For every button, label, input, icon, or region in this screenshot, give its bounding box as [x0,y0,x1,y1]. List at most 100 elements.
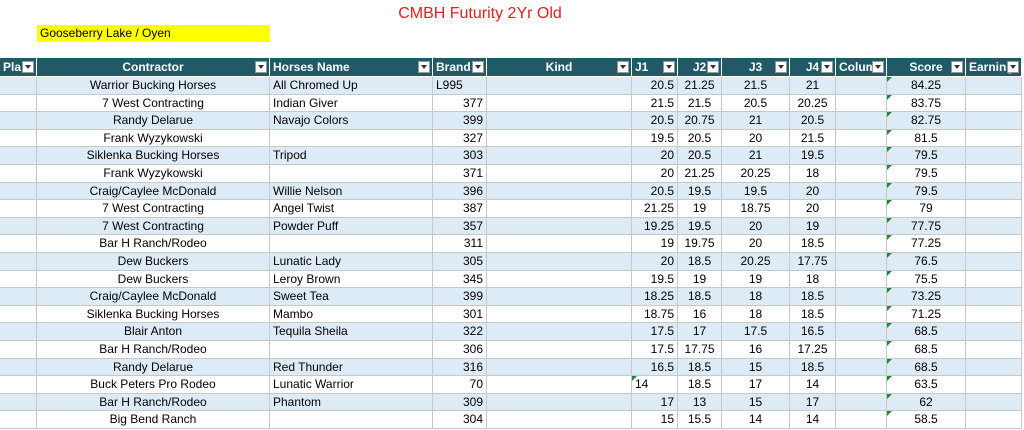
filter-button[interactable] [617,61,629,73]
cell-text: Big Bend Ranch [109,412,197,427]
cell [836,217,887,236]
cell-text: 327 [462,130,483,145]
cell: 73.25 [887,288,966,306]
cell-text: 58.5 [914,412,938,427]
cell-text: 20 [660,254,674,268]
cell-text: 79.5 [914,148,938,163]
cell: 71.25 [887,305,966,324]
cell: 20 [790,182,836,201]
cell-text: 15 [748,394,763,409]
cell-text: 20.5 [650,78,674,92]
cell-text: 17.75 [797,254,828,268]
filter-button[interactable] [821,61,833,73]
cell-text: 303 [462,148,483,163]
cell-text: Craig/Caylee McDonald [89,289,217,304]
filter-button[interactable] [418,61,430,73]
error-indicator [887,305,892,311]
cell: 371 [433,165,487,183]
cell-text: Randy Delarue [112,113,194,128]
cell: 18 [722,288,790,306]
cell [836,393,887,412]
error-indicator [887,411,892,417]
cell-text: 14 [748,412,763,427]
filter-button[interactable] [255,61,267,73]
filter-button[interactable] [1007,61,1019,73]
cell-text: 7 West Contracting [102,218,204,233]
cell-text: 16.5 [800,324,825,339]
cell: 7 West Contracting [37,217,270,236]
cell-text: 21.25 [684,78,715,92]
cell-text: 371 [462,166,483,180]
header-cell: Horses Name [270,58,433,77]
cell-text: J4 [805,60,820,74]
cell [966,235,1022,253]
cell: 20.25 [790,94,836,113]
cell-text: 83.75 [910,95,942,110]
cell-text: J2 [692,60,707,74]
cell: 20.25 [722,253,790,271]
cell: 19 [678,270,722,289]
error-indicator [887,253,892,258]
cell: 17.5 [632,341,678,359]
error-indicator [887,270,892,276]
cell-text: Pla [3,60,22,74]
cell [966,129,1022,148]
cell [487,94,632,113]
cell: Randy Delarue [37,358,270,377]
cell-text: 14 [805,377,820,392]
cell [836,200,887,218]
filter-button[interactable] [472,61,484,73]
cell [0,165,37,183]
cell: 20.5 [790,112,836,130]
cell-text: 7 West Contracting [102,201,204,216]
cell: 83.75 [887,94,966,113]
cell-text: 7 West Contracting [102,95,204,110]
cell-text: 305 [462,254,483,268]
cell [836,358,887,377]
cell: 17.5 [632,323,678,341]
cell: 18 [722,305,790,324]
filter-button[interactable] [663,61,675,73]
cell: 15.5 [678,411,722,429]
cell-text: 399 [462,113,483,128]
cell-text: 20.25 [797,95,828,110]
cell-text: 19 [805,218,820,233]
cell-text: 17.5 [650,324,674,339]
cell-text: 19 [748,271,763,286]
cell: 68.5 [887,341,966,359]
cell [836,288,887,306]
cell-text: 21.5 [687,95,712,110]
title: CMBH Futurity 2Yr Old [398,5,562,22]
cell-text: 18.5 [800,306,825,321]
cell: 303 [433,147,487,165]
cell: 18.25 [632,288,678,306]
cell [836,94,887,113]
cell-text: 15 [748,359,763,374]
cell [966,112,1022,130]
filter-button[interactable] [872,61,884,73]
filter-button[interactable] [951,61,963,73]
cell-text: Kind [545,60,573,74]
cell-text: 309 [462,394,483,409]
cell: 81.5 [887,129,966,148]
cell-text: 17.75 [684,342,715,356]
filter-button[interactable] [775,61,787,73]
cell-text: Willie Nelson [273,183,343,198]
cell-text: Bar H Ranch/Rodeo [99,394,207,409]
filter-button[interactable] [707,61,719,73]
cell: 387 [433,200,487,218]
cell: Dew Buckers [37,253,270,271]
cell [270,129,433,148]
cell: 18.5 [790,358,836,377]
filter-button[interactable] [22,61,34,73]
cell: 17.75 [790,253,836,271]
cell: 13 [678,393,722,412]
cell-text: Indian Giver [273,95,338,110]
cell-text: 387 [462,201,483,216]
cell: 20.25 [722,165,790,183]
cell-text: 20.5 [800,113,825,128]
cell: 16.5 [790,323,836,341]
cell [966,411,1022,429]
cell-text: 21 [748,148,763,163]
error-indicator [887,393,892,399]
